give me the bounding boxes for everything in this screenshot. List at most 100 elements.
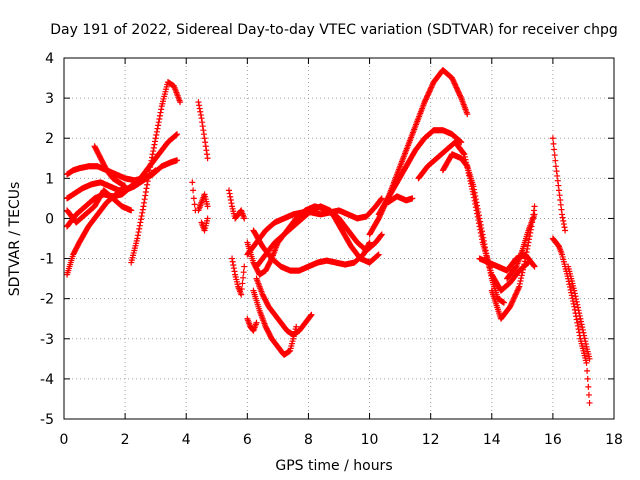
data-point: [421, 99, 428, 106]
series-arc-21: [366, 67, 471, 238]
series-arc-11: [198, 215, 211, 234]
data-point: [584, 367, 591, 374]
data-point: [487, 269, 494, 276]
data-point: [530, 262, 537, 269]
data-point: [552, 157, 559, 164]
data-point: [573, 316, 580, 323]
x-axis-label: GPS time / hours: [275, 458, 392, 474]
data-point: [520, 263, 527, 270]
data-point: [152, 167, 159, 174]
x-tick-label: 12: [422, 432, 440, 448]
data-point: [422, 96, 429, 103]
data-point: [238, 291, 245, 298]
data-point: [573, 298, 580, 305]
data-point: [153, 132, 160, 139]
series-arc-18: [250, 287, 300, 358]
data-point: [582, 340, 589, 347]
data-point: [558, 206, 565, 213]
y-axis-label: SDTVAR / TECUs: [7, 182, 23, 297]
data-point: [155, 119, 162, 126]
data-point: [156, 115, 163, 122]
data-point: [378, 231, 385, 238]
data-point: [510, 295, 517, 302]
data-point: [578, 318, 584, 325]
data-point: [478, 225, 485, 232]
data-point: [516, 280, 523, 287]
data-point: [531, 263, 538, 270]
data-point: [574, 322, 581, 329]
data-point: [378, 195, 385, 202]
y-tick-labels: -5 -4 -3 -2 -1 0 1 2 3 4: [40, 51, 54, 428]
series-arc-05: [64, 187, 135, 226]
data-point: [531, 211, 538, 218]
data-point: [454, 87, 461, 94]
data-point: [510, 297, 517, 304]
data-point: [423, 95, 430, 102]
data-point: [239, 280, 246, 287]
x-tick-label: 4: [182, 432, 191, 448]
data-point: [577, 315, 584, 322]
data-point: [422, 97, 429, 104]
series-arc-09: [195, 99, 211, 162]
data-point: [428, 83, 435, 90]
data-point: [480, 237, 487, 244]
data-point: [455, 89, 462, 96]
data-point: [549, 135, 556, 142]
data-point: [427, 85, 434, 92]
data-point: [308, 311, 315, 318]
data-point: [479, 231, 486, 238]
data-point: [424, 92, 431, 99]
data-point: [203, 147, 210, 154]
data-point: [450, 77, 457, 84]
data-point: [566, 281, 573, 288]
data-point: [145, 170, 152, 177]
data-point: [482, 247, 489, 254]
data-point: [425, 91, 432, 98]
data-point: [475, 209, 482, 216]
data-points-layer: [64, 67, 593, 406]
data-point: [197, 111, 204, 118]
data-point: [140, 203, 147, 210]
plot-frame: [63, 57, 615, 420]
data-point: [512, 291, 519, 298]
series-arc-07: [128, 79, 184, 266]
data-point: [574, 304, 581, 311]
data-point: [147, 164, 154, 171]
data-point: [196, 105, 203, 112]
data-point: [154, 125, 161, 132]
data-point: [574, 301, 581, 308]
data-point: [517, 278, 524, 285]
data-point: [573, 296, 580, 303]
data-point: [582, 338, 589, 345]
data-point: [476, 215, 483, 222]
x-tick-label: 0: [60, 432, 69, 448]
data-point: [189, 179, 196, 186]
data-point: [507, 302, 514, 309]
x-tick-label: 16: [544, 432, 562, 448]
data-point: [455, 88, 462, 95]
data-point: [559, 211, 566, 218]
series-arc-13: [229, 255, 248, 298]
data-point: [477, 221, 484, 228]
data-point: [575, 326, 582, 333]
data-point: [230, 261, 237, 268]
data-point: [198, 115, 205, 122]
data-point: [521, 261, 528, 268]
data-point: [579, 324, 586, 331]
data-point: [560, 217, 567, 224]
data-point: [480, 234, 487, 241]
data-point: [557, 201, 564, 208]
data-point: [307, 312, 314, 319]
data-point: [514, 287, 521, 294]
data-point: [204, 203, 211, 210]
data-point: [571, 287, 578, 294]
data-point: [580, 329, 587, 336]
data-point: [515, 284, 522, 291]
data-point: [518, 272, 525, 279]
data-point: [567, 284, 573, 291]
data-point: [586, 399, 593, 406]
x-tick-label: 18: [605, 432, 623, 448]
data-point: [524, 242, 531, 249]
data-point: [200, 127, 207, 134]
data-point: [158, 106, 165, 113]
